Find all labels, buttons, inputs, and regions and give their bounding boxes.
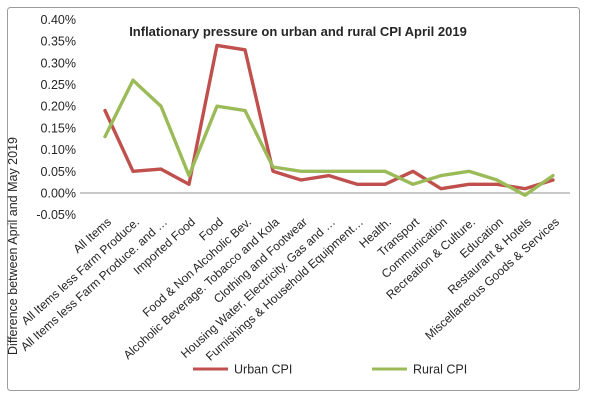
legend-urban-cpi-label: Urban CPI xyxy=(234,363,292,377)
chart-frame xyxy=(7,7,580,391)
y-tick-label: 0.20% xyxy=(41,100,76,114)
series-lines xyxy=(103,43,555,197)
y-tick-label: 0.30% xyxy=(41,56,76,70)
series-line-rural-cpi xyxy=(103,78,555,197)
y-axis-tick-labels: 0.40% 0.35% 0.30% 0.25% 0.20% 0.15% 0.10% 0.05%… xyxy=(36,13,76,222)
series-line-urban-cpi xyxy=(103,43,555,191)
legend: Urban CPI Rural CPI xyxy=(193,363,467,377)
y-tick-label: 0.40% xyxy=(41,13,76,27)
y-tick-label: 0.15% xyxy=(41,121,76,135)
y-tick-label: 0.05% xyxy=(41,165,76,179)
legend-rural-cpi-label: Rural CPI xyxy=(413,363,467,377)
y-axis-title: Difference between April and May 2019 xyxy=(6,137,20,355)
y-tick-label: 0.10% xyxy=(41,143,76,157)
chart-title: Inflationary pressure on urban and rural… xyxy=(129,24,467,39)
y-tick-label: 0.25% xyxy=(41,78,76,92)
y-tick-label: 0.35% xyxy=(41,35,76,49)
y-tick-label: -0.05% xyxy=(36,208,76,222)
y-tick-label: 0.00% xyxy=(41,187,76,201)
